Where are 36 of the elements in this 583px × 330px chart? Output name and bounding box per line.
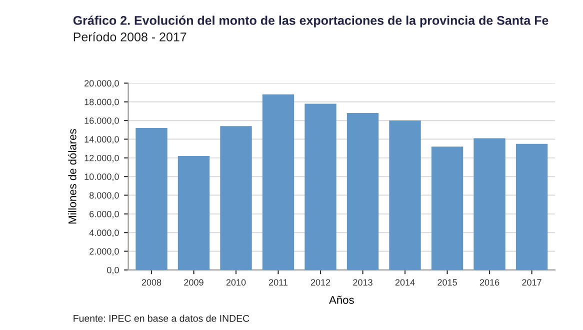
bar	[262, 94, 294, 270]
y-tick-label: 0,0	[107, 266, 119, 274]
x-tick-label: 2017	[522, 279, 542, 286]
bar	[516, 144, 548, 270]
y-tick-label: 10.000,0	[84, 174, 119, 181]
y-tick-label: 16.000,0	[84, 117, 119, 125]
y-tick-label: 8.000,0	[90, 192, 119, 200]
y-tick-label: 18.000,0	[84, 98, 119, 106]
bar	[304, 104, 336, 270]
bar	[178, 156, 210, 270]
source-note: Fuente: IPEC en base a datos de INDEC	[74, 314, 250, 322]
bar	[346, 113, 379, 270]
x-axis-title: Años	[329, 296, 354, 304]
y-tick-label: 2.000,0	[90, 248, 119, 256]
bar	[136, 128, 168, 270]
chart-subtitle: Período 2008 - 2017	[74, 32, 186, 42]
x-tick-label: 2013	[353, 279, 372, 286]
chart-title: Gráfico 2. Evolución del monto de las exportaciones de la provincia de Santa Fe	[73, 16, 548, 28]
x-tick-label: 2014	[395, 279, 415, 286]
x-tick-label: 2009	[184, 279, 204, 286]
y-tick-label: 20.000,0	[84, 80, 119, 88]
bar	[389, 120, 421, 270]
y-tick-label: 6.000,0	[90, 210, 119, 218]
x-tick-label: 2010	[226, 279, 246, 286]
x-tick-label: 2016	[480, 279, 500, 286]
bar	[220, 126, 252, 270]
y-tick-label: 14.000,0	[84, 136, 119, 144]
bar	[474, 138, 506, 270]
bar	[431, 146, 464, 270]
y-axis-title: Millones de dólares	[68, 129, 76, 224]
y-tick-label: 12.000,0	[84, 154, 119, 162]
x-tick-label: 2011	[269, 279, 288, 286]
x-tick-label: 2012	[310, 279, 330, 286]
x-tick-label: 2008	[142, 279, 162, 286]
x-tick-label: 2015	[438, 279, 457, 286]
y-tick-label: 4.000,0	[89, 230, 119, 238]
